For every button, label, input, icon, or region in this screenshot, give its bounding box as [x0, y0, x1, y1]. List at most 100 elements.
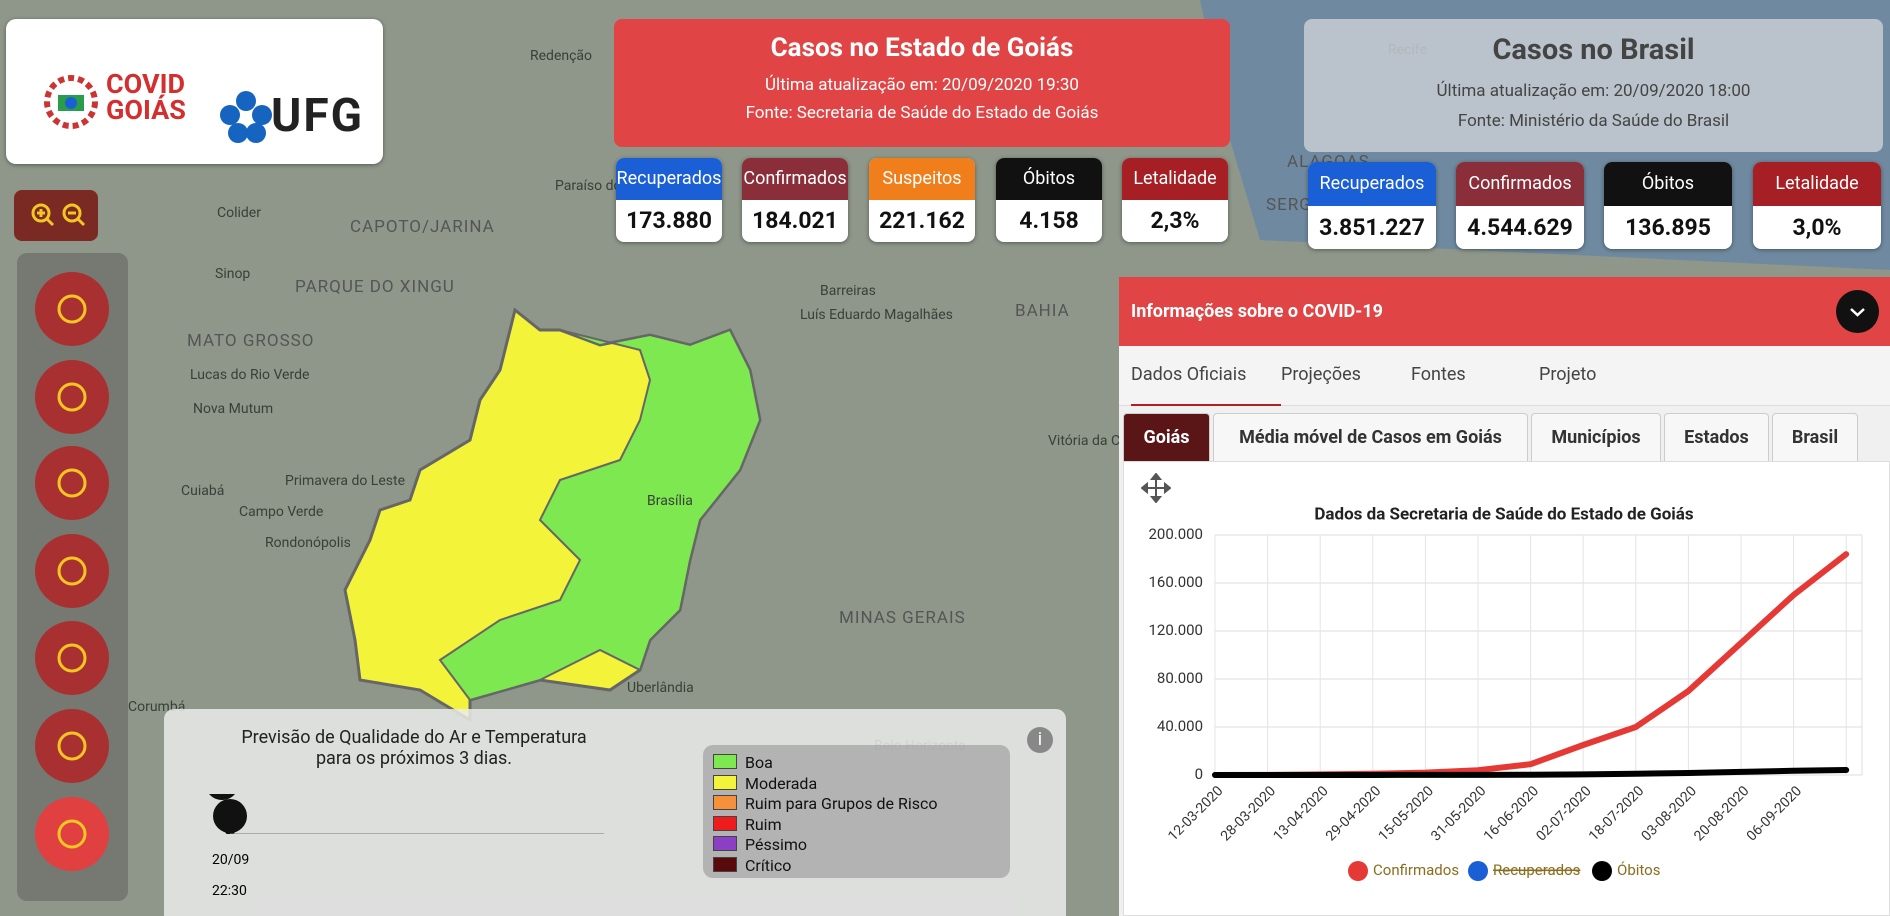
- brasil-source: Fonte: Ministério da Saúde do Brasil: [1457, 111, 1730, 131]
- stat-label: Recuperados: [1308, 162, 1436, 206]
- tab[interactable]: Projeto: [1539, 364, 1597, 385]
- stat-label: Óbitos: [1604, 162, 1732, 206]
- brasil-header: Casos no Brasil Última atualização em: 2…: [1304, 19, 1883, 152]
- stat-value: 221.162: [879, 207, 965, 234]
- map-label: Nova Mutum: [193, 401, 274, 417]
- stat-value: 2,3%: [1150, 207, 1200, 234]
- logo-goias: GOIÁS: [106, 94, 186, 126]
- stat-value: 4.544.629: [1467, 213, 1573, 241]
- subtab[interactable]: Municípios: [1531, 413, 1661, 462]
- stat-card: Letalidade 3,0%: [1753, 162, 1881, 249]
- info-header: Informações sobre o COVID-19: [1119, 277, 1890, 346]
- air-quality-legend: Boa Moderada Ruim para Grupos de Risco Ruim…: [703, 745, 1010, 878]
- stat-value: 4.158: [1019, 207, 1079, 234]
- stat-value: 136.895: [1625, 213, 1711, 241]
- virus-icon: [44, 75, 98, 129]
- collapse-button[interactable]: [1836, 290, 1879, 333]
- map-label: Rondonópolis: [265, 535, 351, 551]
- sidebar-icon: [57, 294, 87, 324]
- subtab[interactable]: Média móvel de Casos em Goiás: [1213, 413, 1528, 462]
- brasil-title: Casos no Brasil: [1492, 33, 1695, 67]
- map-label: Primavera do Leste: [285, 473, 405, 489]
- map-label: Luís Eduardo Magalhães: [800, 307, 953, 323]
- sidebar-icon: [57, 731, 87, 761]
- legend-label: Ruim para Grupos de Risco: [745, 794, 938, 813]
- legend-item: Péssimo: [713, 835, 807, 854]
- sidebar-button[interactable]: [35, 360, 109, 434]
- legend-swatch: [713, 836, 737, 851]
- stat-card: Recuperados 3.851.227: [1308, 162, 1436, 249]
- legend-label: Péssimo: [745, 835, 808, 854]
- legend-swatch: [713, 774, 737, 790]
- subtab[interactable]: Goiás: [1123, 413, 1210, 462]
- info-icon[interactable]: i: [1027, 727, 1053, 753]
- sidebar-button[interactable]: [35, 709, 109, 783]
- map-label: Colider: [217, 205, 261, 221]
- info-title: Informações sobre o COVID-19: [1131, 301, 1383, 322]
- sidebar-icon: [57, 643, 87, 673]
- tab[interactable]: Dados Oficiais: [1131, 346, 1281, 407]
- stat-label: Suspeitos: [869, 158, 975, 200]
- tab[interactable]: Projeções: [1281, 364, 1361, 385]
- legend-item: Crítico: [713, 856, 791, 875]
- sidebar-button[interactable]: [35, 272, 109, 346]
- map-label: CAPOTO/JARINA: [350, 217, 495, 237]
- map-label: Campo Verde: [239, 504, 324, 520]
- stat-card: Confirmados 4.544.629: [1456, 162, 1584, 249]
- subtab[interactable]: Brasil: [1772, 413, 1858, 462]
- legend-swatch: [713, 754, 737, 769]
- sidebar-buttons: [35, 272, 109, 871]
- logo-ufg: UFG: [271, 89, 364, 143]
- timeline-date: 20/09: [212, 852, 250, 868]
- goias-title: Casos no Estado de Goiás: [770, 33, 1074, 63]
- stat-label: Confirmados: [742, 158, 848, 200]
- legend-item: Ruim para Grupos de Risco: [713, 794, 938, 813]
- stat-card: Recuperados 173.880: [616, 158, 722, 242]
- sidebar-icon: [57, 468, 87, 498]
- brasil-updated: Última atualização em: 20/09/2020 18:00: [1436, 81, 1751, 101]
- subtab[interactable]: Estados: [1664, 413, 1769, 462]
- timeline: [209, 794, 604, 834]
- legend-item: Ruim: [713, 815, 782, 834]
- air-quality-panel: Previsão de Qualidade do Ar e Temperatur…: [164, 709, 1066, 916]
- goias-source: Fonte: Secretaria de Saúde do Estado de …: [745, 103, 1099, 123]
- legend-label: Boa: [745, 753, 773, 772]
- legend-item: Moderada: [713, 774, 817, 793]
- goias-header: Casos no Estado de Goiás Última atualiza…: [614, 19, 1230, 147]
- tab-bar: Dados Oficiais Projeções Fontes Projeto: [1119, 346, 1890, 407]
- map-label: Uberlândia: [627, 680, 694, 696]
- stat-label: Óbitos: [996, 158, 1102, 200]
- sidebar-button[interactable]: [35, 797, 109, 871]
- stat-card: Óbitos 4.158: [996, 158, 1102, 242]
- zoom-controls[interactable]: [14, 190, 98, 241]
- stat-value: 3.851.227: [1319, 213, 1425, 241]
- move-icon[interactable]: [1141, 473, 1171, 503]
- legend-label: Ruim: [745, 814, 782, 834]
- air-quality-title: Previsão de Qualidade do Ar e Temperatur…: [241, 727, 587, 769]
- stat-label: Letalidade: [1753, 162, 1881, 206]
- tab[interactable]: Fontes: [1411, 364, 1466, 385]
- legend-swatch: [713, 795, 737, 810]
- info-panel: Informações sobre o COVID-19 Dados Ofici…: [1119, 277, 1890, 916]
- goias-updated: Última atualização em: 20/09/2020 19:30: [765, 75, 1079, 95]
- sidebar-button[interactable]: [35, 446, 109, 520]
- map-label: Sinop: [215, 266, 251, 282]
- map-label: Brasília: [647, 493, 693, 509]
- stat-card: Óbitos 136.895: [1604, 162, 1732, 249]
- legend-swatch: [713, 815, 737, 831]
- sidebar-icon: [57, 556, 87, 586]
- stat-card: Confirmados 184.021: [742, 158, 848, 242]
- stat-label: Letalidade: [1122, 158, 1228, 200]
- sidebar-icon: [57, 382, 87, 412]
- sidebar-button[interactable]: [35, 534, 109, 608]
- stat-label: Recuperados: [616, 158, 722, 200]
- timeline-time: 22:30: [212, 883, 247, 899]
- stat-card: Letalidade 2,3%: [1122, 158, 1228, 242]
- map-label: Cuiabá: [181, 483, 225, 499]
- sidebar-button[interactable]: [35, 621, 109, 695]
- map-label: MATO GROSSO: [187, 331, 315, 351]
- map-label: Lucas do Rio Verde: [190, 367, 310, 383]
- legend-label: Crítico: [745, 855, 792, 875]
- zoom-icons: [31, 203, 86, 227]
